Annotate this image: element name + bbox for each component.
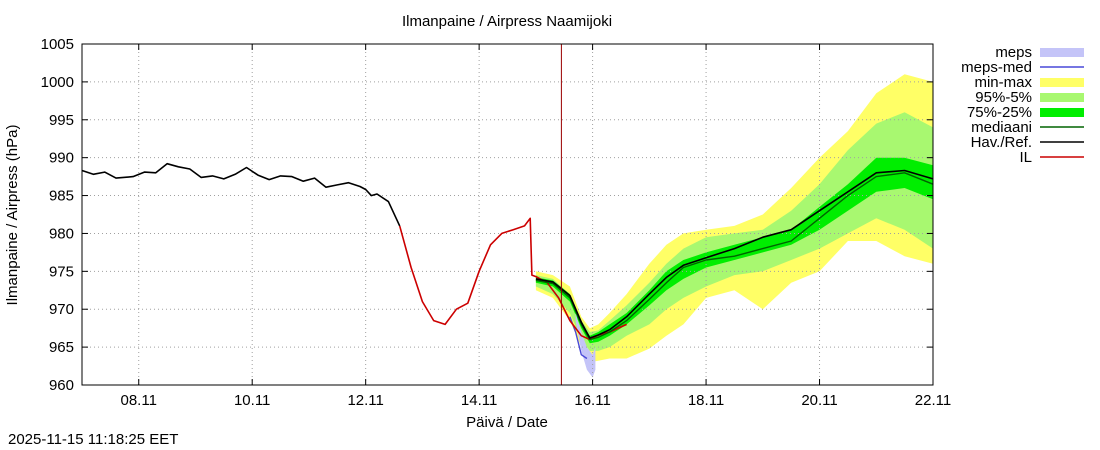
x-tick-label: 08.11 <box>121 392 157 409</box>
legend-label-p75-25: 75%-25% <box>967 104 1032 121</box>
y-tick-label: 980 <box>49 225 74 242</box>
series-mediaani <box>535 172 934 341</box>
legend-label-mediaani: mediaani <box>971 119 1032 136</box>
axis-ticks: 960 965 970 975 980 985 990 995 1000 1005 08.11 10.… <box>41 36 952 409</box>
band-meps <box>575 313 596 378</box>
x-tick-label: 16.11 <box>574 392 610 409</box>
band-75-25 <box>535 157 933 344</box>
y-axis-label: Ilmanpaine / Airpress (hPa) <box>4 125 21 306</box>
y-tick-label: 960 <box>49 377 74 394</box>
x-tick-label: 20.11 <box>801 392 837 409</box>
x-tick-label: 12.11 <box>347 392 383 409</box>
legend-label-meps-med: meps-med <box>961 59 1032 76</box>
band-min-max <box>535 74 933 363</box>
x-tick-label: 10.11 <box>234 392 270 409</box>
y-tick-label: 990 <box>49 150 74 167</box>
x-tick-label: 18.11 <box>688 392 724 409</box>
legend-swatch-p95-5 <box>1040 93 1084 102</box>
band-95-5 <box>535 112 933 351</box>
x-tick-label: 22.11 <box>915 392 951 409</box>
forecast-bands <box>535 74 933 378</box>
legend-label-hav-ref: Hav./Ref. <box>971 134 1032 151</box>
legend-swatch-meps <box>1040 48 1084 57</box>
series-hav-ref <box>81 162 401 227</box>
legend-label-meps: meps <box>995 44 1032 61</box>
y-tick-label: 1005 <box>41 36 74 53</box>
y-tick-label: 995 <box>49 112 74 129</box>
y-tick-label: 975 <box>49 263 74 280</box>
x-axis-label: Päivä / Date <box>466 414 548 431</box>
series-il <box>398 217 627 341</box>
y-tick-label: 1000 <box>41 74 74 91</box>
legend-swatch-p75-25 <box>1040 108 1084 117</box>
chart-title: Ilmanpaine / Airpress Naamijoki <box>402 13 612 30</box>
legend-swatch-min-max <box>1040 78 1084 87</box>
x-tick-label: 14.11 <box>461 392 497 409</box>
legend-label-il: IL <box>1019 149 1032 166</box>
legend-label-p95-5: 95%-5% <box>975 89 1032 106</box>
y-tick-label: 985 <box>49 188 74 205</box>
timestamp: 2025-11-15 11:18:25 EET <box>8 431 179 448</box>
series-lines <box>81 162 934 360</box>
y-tick-label: 965 <box>49 339 74 356</box>
series-hav-ref <box>535 169 934 339</box>
grid <box>82 44 933 385</box>
plot-frame <box>81 43 934 386</box>
legend-label-min-max: min-max <box>974 74 1032 91</box>
legend: mepsmeps-medmin-max95%-5%75%-25%mediaani… <box>961 44 1084 166</box>
y-tick-label: 970 <box>49 301 74 318</box>
